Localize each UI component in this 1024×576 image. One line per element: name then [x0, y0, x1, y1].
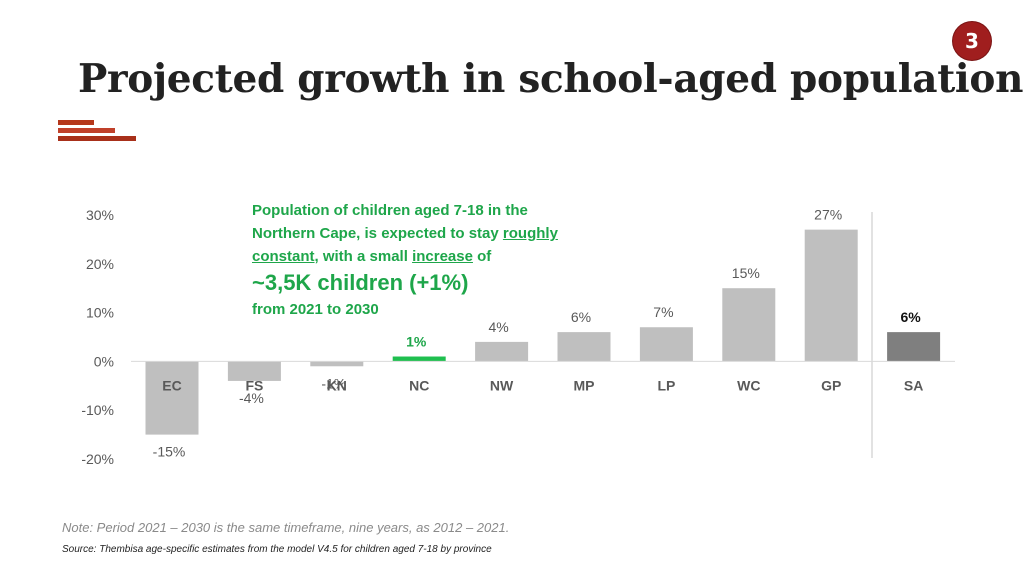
- data-label-ec: -15%: [153, 444, 186, 460]
- source-note: Source: Thembisa age-specific estimates …: [62, 544, 492, 555]
- data-label-mp: 6%: [571, 309, 591, 325]
- y-tick-label: -20%: [81, 451, 114, 467]
- category-label-lp: LP: [657, 377, 675, 393]
- chart-callout: Population of children aged 7-18 in the …: [252, 199, 612, 321]
- data-label-sa: 6%: [900, 309, 921, 325]
- callout-of: of: [477, 248, 492, 265]
- y-tick-label: -10%: [81, 402, 114, 418]
- data-label-lp: 7%: [653, 304, 673, 320]
- category-label-nw: NW: [490, 377, 514, 393]
- category-label-sa: SA: [904, 377, 923, 393]
- page-number-badge: 3: [953, 22, 991, 60]
- callout-highlight: ~3,5K children (+1%): [252, 270, 469, 295]
- bar-nc: [392, 356, 446, 362]
- callout-line-2: Northern Cape, is expected to stay rough…: [252, 222, 612, 245]
- callout-mid: , with a small: [314, 248, 408, 265]
- title-accent-bar-2: [58, 128, 115, 133]
- data-label-gp: 27%: [814, 207, 842, 223]
- callout-roughly: roughly: [502, 225, 558, 242]
- data-label-wc: 15%: [732, 265, 760, 281]
- callout-increase: increase: [412, 248, 473, 265]
- category-label-kn: KN: [327, 377, 347, 393]
- callout-line-3: constant, with a small increase of: [252, 245, 612, 268]
- y-tick-label: 20%: [86, 256, 114, 272]
- footnote: Note: Period 2021 – 2030 is the same tim…: [62, 520, 510, 535]
- category-label-gp: GP: [821, 377, 841, 393]
- bar-mp: [557, 332, 611, 362]
- callout-line-1: Population of children aged 7-18 in the: [252, 202, 528, 219]
- page-title: Projected growth in school-aged populati…: [78, 56, 1024, 102]
- bar-sa: [887, 332, 941, 362]
- bar-kn: [310, 361, 364, 367]
- data-label-nc: 1%: [406, 334, 427, 350]
- bar-fs: [227, 361, 281, 381]
- callout-period: from 2021 to 2030: [252, 301, 379, 318]
- data-label-nw: 4%: [488, 319, 508, 335]
- category-label-nc: NC: [409, 377, 429, 393]
- bar-ec: [145, 361, 199, 435]
- title-accent-bar-1: [58, 120, 94, 125]
- callout-constant: constant: [252, 248, 315, 265]
- callout-line-2-text: Northern Cape, is expected to stay: [252, 225, 499, 242]
- category-label-wc: WC: [737, 377, 760, 393]
- category-label-ec: EC: [162, 377, 181, 393]
- bar-nw: [475, 341, 529, 362]
- bar-wc: [722, 288, 776, 362]
- data-label-fs: -4%: [239, 390, 264, 406]
- y-tick-label: 30%: [86, 207, 114, 223]
- bar-gp: [804, 229, 858, 362]
- category-label-mp: MP: [574, 377, 595, 393]
- y-tick-label: 10%: [86, 305, 114, 321]
- category-label-fs: FS: [245, 377, 263, 393]
- bar-lp: [639, 327, 693, 362]
- title-accent-bar-3: [58, 136, 136, 141]
- data-label-kn: -1%: [321, 375, 346, 391]
- y-tick-label: 0%: [94, 353, 114, 369]
